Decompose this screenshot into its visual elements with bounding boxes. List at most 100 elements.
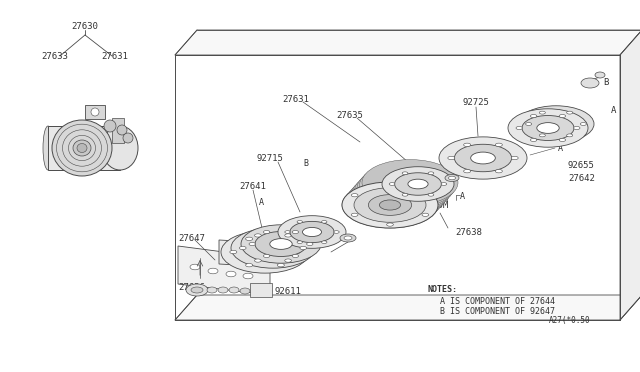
Ellipse shape: [117, 125, 127, 135]
Text: 27633: 27633: [42, 51, 68, 61]
Ellipse shape: [292, 231, 299, 234]
Ellipse shape: [355, 168, 451, 214]
Ellipse shape: [449, 176, 456, 180]
Polygon shape: [219, 240, 255, 266]
Ellipse shape: [52, 120, 112, 176]
Ellipse shape: [297, 241, 303, 244]
Ellipse shape: [559, 115, 566, 118]
Ellipse shape: [240, 288, 250, 294]
Text: 27631: 27631: [102, 51, 129, 61]
Text: 27630: 27630: [72, 22, 99, 31]
Text: 92725: 92725: [463, 97, 490, 106]
Ellipse shape: [573, 126, 580, 129]
Text: B: B: [321, 240, 326, 248]
Text: A: A: [460, 192, 465, 201]
Ellipse shape: [186, 284, 208, 296]
Ellipse shape: [362, 160, 458, 206]
Ellipse shape: [303, 227, 321, 237]
Ellipse shape: [261, 242, 285, 254]
Polygon shape: [620, 30, 640, 320]
Ellipse shape: [441, 183, 447, 185]
Text: 92715: 92715: [257, 154, 284, 163]
Ellipse shape: [290, 221, 334, 243]
Ellipse shape: [522, 116, 574, 141]
Text: 27647: 27647: [178, 234, 205, 243]
Text: A: A: [259, 198, 264, 206]
Ellipse shape: [255, 231, 307, 256]
Text: B IS COMPONENT OF 92647: B IS COMPONENT OF 92647: [440, 307, 555, 315]
Ellipse shape: [246, 235, 300, 261]
Ellipse shape: [221, 231, 309, 273]
Ellipse shape: [387, 184, 394, 187]
Ellipse shape: [531, 115, 537, 118]
Ellipse shape: [369, 195, 412, 215]
Ellipse shape: [470, 152, 495, 164]
Text: B: B: [303, 158, 308, 167]
Ellipse shape: [123, 133, 133, 143]
Ellipse shape: [347, 176, 443, 222]
Text: 27636: 27636: [178, 283, 205, 292]
Ellipse shape: [191, 287, 203, 293]
Polygon shape: [48, 126, 120, 170]
Text: 27642: 27642: [568, 173, 595, 183]
Polygon shape: [175, 295, 640, 320]
Ellipse shape: [208, 268, 218, 274]
Ellipse shape: [511, 156, 518, 160]
Text: NOTES:: NOTES:: [428, 285, 458, 295]
Ellipse shape: [448, 156, 455, 160]
Ellipse shape: [537, 123, 559, 134]
Ellipse shape: [581, 78, 599, 88]
Ellipse shape: [389, 183, 395, 185]
Ellipse shape: [540, 111, 545, 114]
Text: A: A: [611, 106, 617, 115]
Ellipse shape: [239, 246, 246, 250]
Ellipse shape: [351, 213, 358, 217]
Ellipse shape: [231, 228, 315, 268]
Ellipse shape: [387, 223, 394, 226]
Ellipse shape: [264, 254, 270, 257]
Text: 92655: 92655: [568, 160, 595, 170]
Ellipse shape: [270, 238, 292, 249]
Ellipse shape: [264, 231, 270, 234]
Ellipse shape: [285, 259, 291, 262]
Ellipse shape: [285, 231, 290, 233]
Text: 92611: 92611: [275, 286, 302, 295]
Ellipse shape: [334, 231, 339, 233]
Ellipse shape: [293, 250, 300, 254]
Ellipse shape: [352, 171, 448, 217]
Ellipse shape: [495, 170, 502, 173]
Text: 27660M: 27660M: [279, 250, 311, 259]
Ellipse shape: [207, 287, 217, 293]
Text: 27631: 27631: [283, 94, 309, 103]
Ellipse shape: [351, 193, 358, 197]
Text: 27635: 27635: [337, 110, 364, 119]
Ellipse shape: [566, 134, 573, 137]
Ellipse shape: [382, 167, 454, 201]
Ellipse shape: [439, 137, 527, 179]
Ellipse shape: [277, 237, 284, 241]
Ellipse shape: [395, 173, 442, 195]
Ellipse shape: [253, 246, 277, 258]
Ellipse shape: [241, 225, 321, 263]
Ellipse shape: [595, 72, 605, 78]
Ellipse shape: [344, 236, 352, 240]
Ellipse shape: [495, 143, 502, 147]
Ellipse shape: [218, 287, 228, 293]
Ellipse shape: [297, 221, 303, 223]
Ellipse shape: [380, 200, 401, 210]
Ellipse shape: [292, 254, 299, 257]
Ellipse shape: [516, 126, 522, 129]
Ellipse shape: [580, 122, 586, 125]
Ellipse shape: [402, 193, 408, 196]
Text: 27638: 27638: [455, 228, 482, 237]
Bar: [250, 283, 272, 297]
Text: A27(*0.50: A27(*0.50: [548, 317, 590, 326]
Polygon shape: [175, 30, 640, 55]
Ellipse shape: [360, 162, 456, 208]
Ellipse shape: [540, 134, 545, 137]
Text: B: B: [604, 77, 609, 87]
Ellipse shape: [422, 193, 429, 197]
Ellipse shape: [357, 165, 453, 211]
Ellipse shape: [230, 250, 237, 254]
Ellipse shape: [340, 234, 356, 242]
